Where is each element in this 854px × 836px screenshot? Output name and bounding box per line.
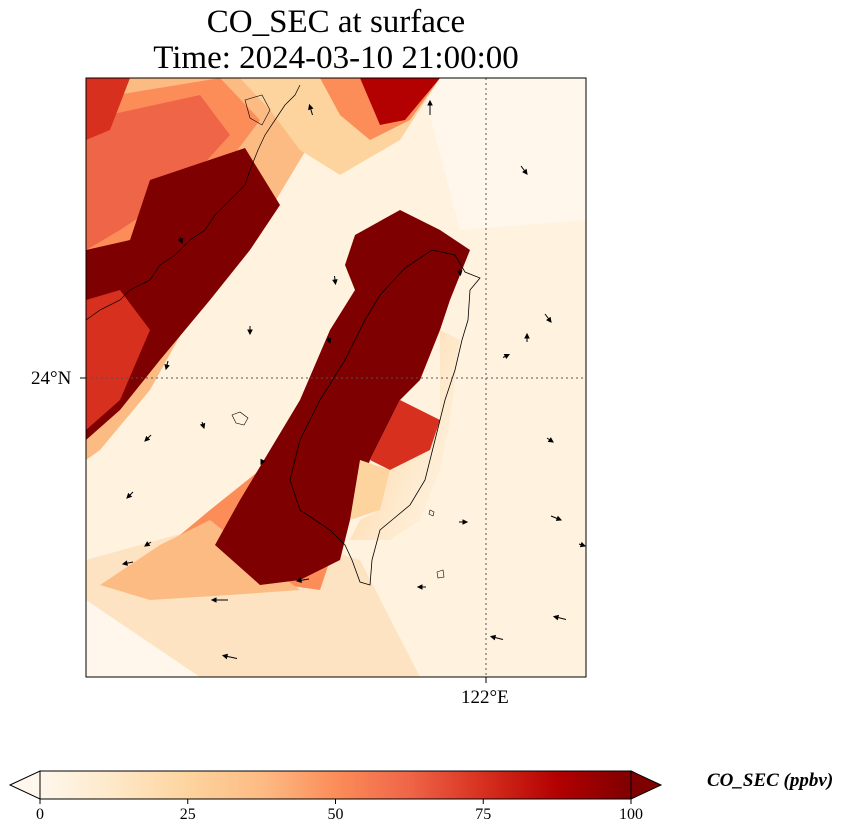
wind-arrowhead (221, 653, 228, 660)
wind-arrowhead (522, 168, 528, 175)
colorbar-min-extend (8, 770, 41, 800)
wind-arrowhead (456, 270, 463, 277)
nw-core-edge (86, 290, 150, 430)
south-arc-outer (100, 520, 300, 600)
wind-arrowhead (144, 435, 151, 442)
wind-arrowhead (164, 363, 170, 371)
wind-arrowhead (325, 337, 332, 345)
wind-arrowhead (260, 458, 266, 466)
taiwan-coastline (289, 249, 481, 586)
southwest-clear (86, 600, 200, 677)
central-plume-gap (350, 460, 390, 520)
colorbar-tick-label: 100 (619, 806, 643, 823)
wind-arrowhead (524, 332, 530, 339)
nw-corner-band (86, 78, 130, 140)
east-fringe (350, 330, 460, 540)
wind-arrowhead (177, 237, 184, 245)
china-coastline (85, 84, 301, 321)
concentration-map (80, 77, 587, 683)
wind-arrowhead (462, 519, 469, 525)
colorbar-label: CO_SEC (ppbv) (707, 770, 834, 791)
colorbar-tick-label: 50 (327, 806, 344, 823)
wind-arrowhead (547, 437, 554, 443)
central-plume-core (215, 210, 470, 585)
wind-arrowhead (427, 99, 433, 106)
northeast-clear (420, 78, 586, 230)
longitude-label: 122°E (461, 687, 509, 708)
wind-arrowhead (144, 541, 151, 547)
wind-arrowhead (503, 354, 511, 360)
wind-arrowhead (308, 103, 314, 111)
small-islet (428, 509, 435, 517)
wind-arrowhead (121, 560, 128, 566)
wind-arrowhead (489, 634, 497, 641)
wind-arrowhead (295, 577, 302, 584)
wind-arrowhead (332, 279, 338, 286)
colorbar-tick-label: 25 (179, 806, 196, 823)
wind-arrowhead (210, 597, 217, 603)
map-title-line1: CO_SEC at surface (206, 4, 466, 40)
nw-plume-band (86, 95, 230, 250)
colorbar-gradient (39, 770, 632, 800)
wind-arrowhead (552, 614, 560, 621)
coastal-island (244, 94, 271, 126)
nw-plume-core (86, 148, 280, 440)
map-title-line2: Time: 2024-03-10 21:00:00 (153, 40, 519, 76)
wind-arrowhead (199, 422, 206, 430)
colorbar-tick-label: 0 (36, 806, 44, 823)
green-island (436, 569, 445, 579)
colorbar-tick-label: 75 (475, 806, 492, 823)
map-frame (85, 77, 587, 678)
north-plume-core (360, 78, 440, 125)
wind-arrowhead (416, 584, 423, 590)
wind-arrowhead (555, 515, 563, 521)
wind-arrowhead (579, 541, 587, 548)
colorbar (8, 770, 663, 804)
latitude-label: 24°N (31, 368, 72, 389)
colorbar-max-extend (630, 770, 663, 800)
central-plume-edge (370, 400, 440, 470)
wind-arrowhead (546, 316, 552, 323)
penghu-islands (231, 411, 249, 426)
wind-vectors (121, 99, 587, 660)
wind-arrowhead (247, 329, 253, 336)
wind-arrowhead (126, 492, 133, 499)
